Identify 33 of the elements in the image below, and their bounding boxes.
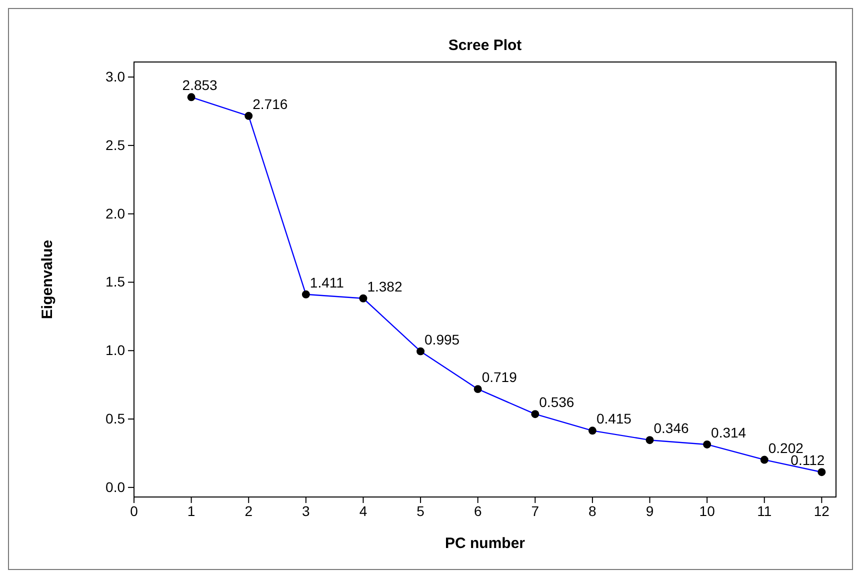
x-tick-label: 5 xyxy=(416,502,425,519)
y-tick-label: 1.5 xyxy=(106,274,126,290)
x-tick-label: 7 xyxy=(531,502,540,519)
y-tick-label: 1.0 xyxy=(106,342,126,358)
data-label: 1.382 xyxy=(367,278,402,294)
data-label: 0.346 xyxy=(654,420,690,436)
y-tick-label: 0.5 xyxy=(106,410,126,427)
x-tick-label: 0 xyxy=(130,502,138,519)
x-tick-label: 12 xyxy=(814,502,830,519)
y-tick-label: 0.0 xyxy=(106,478,126,495)
data-label: 0.314 xyxy=(711,424,746,440)
chart-title: Scree Plot xyxy=(448,37,522,54)
x-tick-label: 3 xyxy=(302,502,310,519)
y-axis-title: Eigenvalue xyxy=(39,240,56,320)
x-tick-label: 11 xyxy=(757,502,772,519)
y-tick-label: 3.0 xyxy=(106,68,126,85)
x-tick-label: 6 xyxy=(474,502,482,519)
x-tick-label: 8 xyxy=(588,502,597,519)
data-label: 0.995 xyxy=(424,331,460,348)
data-label: 1.411 xyxy=(310,274,344,290)
data-label: 0.536 xyxy=(539,394,574,410)
x-tick-label: 2 xyxy=(244,502,253,519)
y-tick-label: 2.0 xyxy=(106,205,126,222)
x-tick-label: 1 xyxy=(187,502,196,519)
data-label: 0.415 xyxy=(596,410,632,427)
data-label: 0.719 xyxy=(482,369,518,386)
data-label: 2.716 xyxy=(252,96,288,112)
x-tick-label: 9 xyxy=(646,502,654,519)
x-tick-label: 10 xyxy=(699,502,716,519)
y-tick-label: 2.5 xyxy=(106,136,126,153)
data-label: 2.853 xyxy=(182,77,218,94)
x-axis-title: PC number xyxy=(444,535,526,552)
x-tick-label: 4 xyxy=(359,502,368,519)
